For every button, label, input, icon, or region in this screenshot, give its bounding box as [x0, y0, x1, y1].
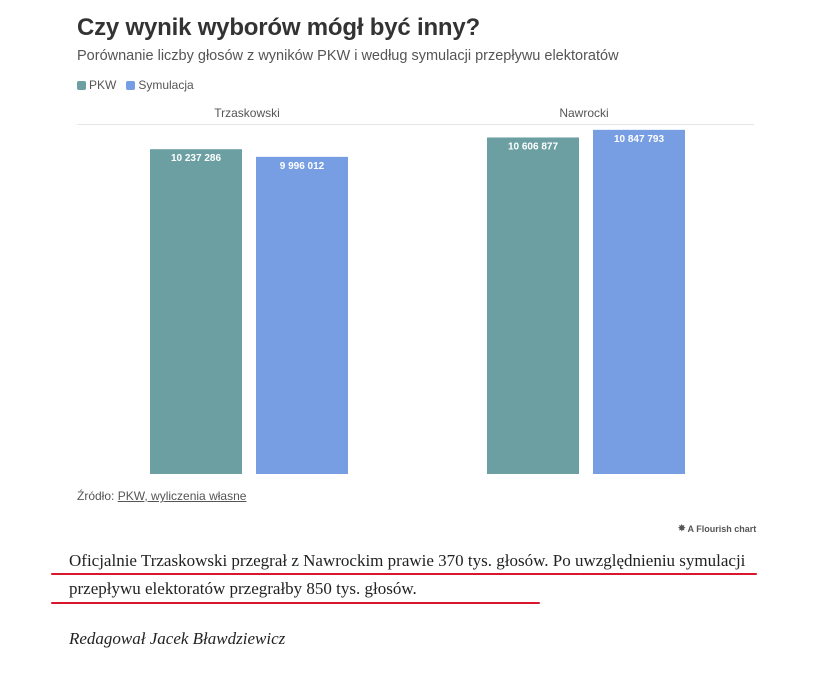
- flourish-logo-icon: ✸: [678, 523, 686, 533]
- highlight-underline-1: [51, 573, 581, 575]
- legend-item-symulacja[interactable]: Symulacja: [126, 78, 194, 92]
- source-prefix: Źródło:: [77, 489, 115, 503]
- chart-title: Czy wynik wyborów mógł być inny?: [77, 14, 480, 41]
- chart-legend: PKW Symulacja: [77, 78, 194, 92]
- bar[interactable]: [487, 137, 579, 474]
- flourish-credit-label: A Flourish chart: [687, 523, 757, 534]
- legend-swatch-pkw: [77, 80, 86, 90]
- article-byline: Redagował Jacek Bławdziewicz: [69, 629, 286, 648]
- flourish-credit[interactable]: ✸ A Flourish chart: [678, 523, 756, 534]
- category-label: Nawrocki: [559, 106, 608, 120]
- highlight-underline-2: [580, 573, 757, 575]
- data-label: 9 996 012: [280, 161, 325, 172]
- bar[interactable]: [593, 129, 685, 475]
- article-paragraph: Oficjalnie Trzaskowski przegrał z Nawroc…: [69, 551, 746, 598]
- chart-subtitle: Porównanie liczby głosów z wyników PKW i…: [77, 48, 619, 64]
- bar[interactable]: [256, 156, 348, 474]
- source-link[interactable]: PKW, wyliczenia własne: [117, 489, 247, 503]
- bar-chart: Trzaskowski 10 237 286 9 996 012 Nawrocki 10…: [77, 106, 754, 475]
- data-label: 10 847 793: [614, 134, 664, 145]
- data-label: 10 237 286: [171, 153, 221, 164]
- data-label: 10 606 877: [508, 141, 558, 152]
- legend-item-pkw[interactable]: PKW: [77, 78, 116, 92]
- legend-label-symulacja: Symulacja: [138, 78, 194, 92]
- bar[interactable]: [150, 149, 242, 474]
- chart-source: Źródło: PKW, wyliczenia własne: [77, 489, 246, 503]
- highlight-underline-3: [51, 602, 540, 604]
- legend-label-pkw: PKW: [89, 78, 117, 92]
- category-label: Trzaskowski: [214, 106, 280, 120]
- legend-swatch-symulacja: [126, 80, 136, 90]
